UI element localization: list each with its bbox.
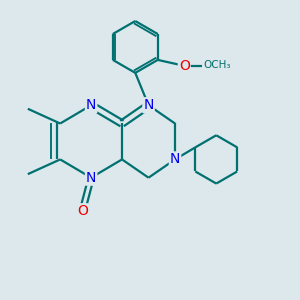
- Text: N: N: [170, 152, 180, 167]
- Text: O: O: [179, 59, 190, 73]
- Text: N: N: [143, 98, 154, 112]
- Text: N: N: [86, 171, 96, 185]
- Text: N: N: [86, 98, 96, 112]
- Text: O: O: [77, 204, 88, 218]
- Text: OCH₃: OCH₃: [203, 60, 231, 70]
